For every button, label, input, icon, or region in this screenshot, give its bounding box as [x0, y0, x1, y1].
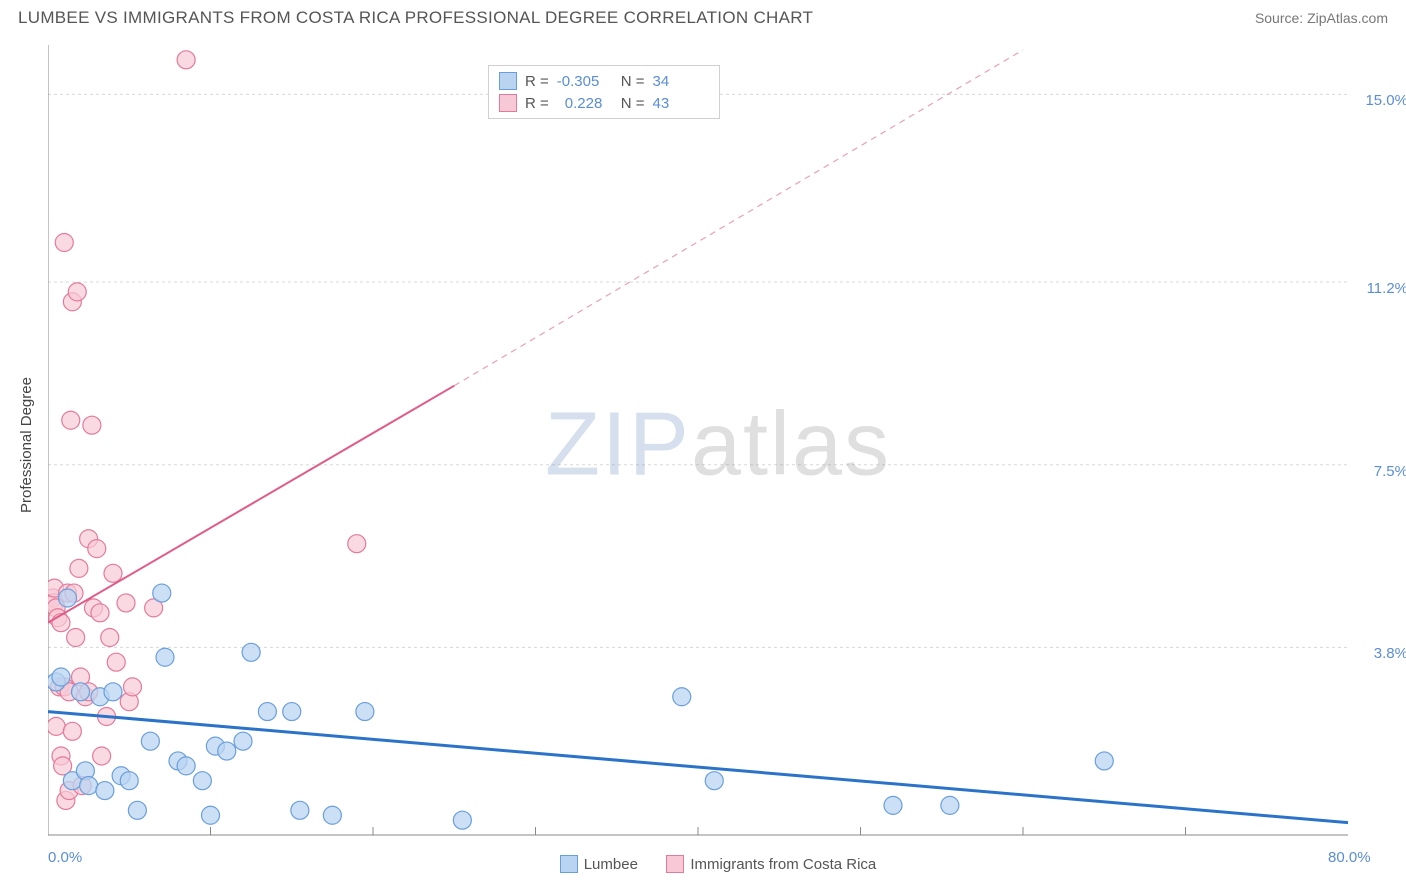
lumbee-r-value: -0.305 [557, 73, 613, 90]
legend-label-costa-rica: Immigrants from Costa Rica [690, 856, 876, 873]
r-label: R = [525, 73, 549, 90]
n-label: N = [621, 95, 645, 112]
swatch-lumbee [560, 855, 578, 873]
y-axis-label: Professional Degree [18, 377, 35, 513]
swatch-costa-rica [499, 94, 517, 112]
chart-area: Professional Degree ZIPatlas R = -0.305 … [48, 45, 1388, 845]
legend-label-lumbee: Lumbee [584, 856, 638, 873]
chart-title: LUMBEE VS IMMIGRANTS FROM COSTA RICA PRO… [18, 8, 813, 28]
legend-item-costa-rica: Immigrants from Costa Rica [666, 855, 876, 873]
stats-row-costa-rica: R = 0.228 N = 43 [499, 92, 709, 114]
costa-rica-n-value: 43 [653, 95, 709, 112]
x-tick-label: 0.0% [48, 849, 82, 866]
scatter-plot [48, 45, 1388, 845]
stats-legend: R = -0.305 N = 34 R = 0.228 N = 43 [488, 65, 720, 119]
swatch-lumbee [499, 72, 517, 90]
y-tick-label: 7.5% [1354, 463, 1406, 480]
source-label: Source: ZipAtlas.com [1255, 10, 1388, 26]
y-tick-label: 15.0% [1354, 92, 1406, 109]
n-label: N = [621, 73, 645, 90]
x-tick-label: 80.0% [1328, 849, 1371, 866]
swatch-costa-rica [666, 855, 684, 873]
y-tick-label: 11.2% [1354, 280, 1406, 297]
bottom-legend: Lumbee Immigrants from Costa Rica [48, 855, 1388, 878]
lumbee-n-value: 34 [653, 73, 709, 90]
stats-row-lumbee: R = -0.305 N = 34 [499, 70, 709, 92]
costa-rica-r-value: 0.228 [557, 95, 613, 112]
y-tick-label: 3.8% [1354, 645, 1406, 662]
legend-item-lumbee: Lumbee [560, 855, 638, 873]
r-label: R = [525, 95, 549, 112]
